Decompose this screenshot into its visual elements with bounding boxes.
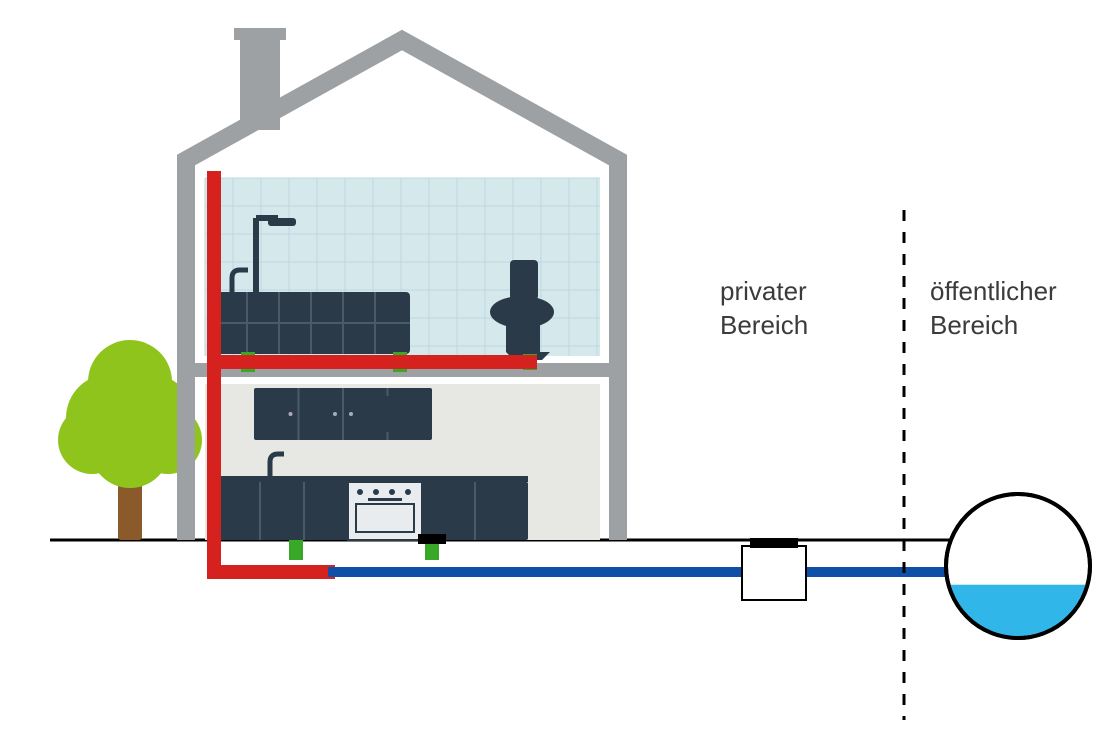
oven-icon	[348, 482, 422, 540]
label-private: privaterBereich	[720, 275, 808, 343]
bathtub-icon	[215, 292, 410, 354]
kitchen-upper-cabinets-icon	[254, 388, 432, 440]
sewer-water	[946, 585, 1090, 638]
inspection-chamber-icon	[742, 538, 806, 600]
chimney-icon	[240, 36, 280, 130]
label-public: öffentlicherBereich	[930, 275, 1057, 343]
cleanout-cap	[418, 534, 446, 544]
